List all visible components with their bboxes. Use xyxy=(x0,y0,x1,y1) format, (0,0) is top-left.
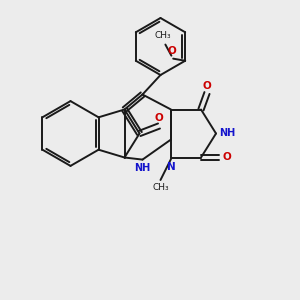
Text: NH: NH xyxy=(219,128,236,139)
Text: O: O xyxy=(222,152,231,163)
Text: O: O xyxy=(167,46,176,56)
Text: O: O xyxy=(154,112,164,123)
Text: NH: NH xyxy=(134,163,150,173)
Text: CH₃: CH₃ xyxy=(152,183,169,192)
Text: O: O xyxy=(202,80,211,91)
Text: N: N xyxy=(167,161,176,172)
Text: CH₃: CH₃ xyxy=(154,31,171,40)
